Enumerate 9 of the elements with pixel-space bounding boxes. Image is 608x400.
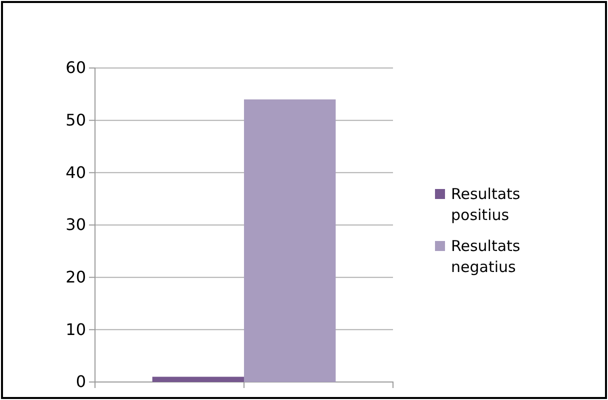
y-tick-label: 10 — [66, 320, 86, 339]
y-tick-label: 20 — [66, 267, 86, 286]
y-tick-label: 50 — [66, 110, 86, 130]
legend-label: Resultats negatius — [451, 237, 520, 276]
legend-label: Resultats positius — [451, 185, 520, 224]
y-tick-label: 30 — [66, 215, 86, 234]
y-tick-label: 0 — [76, 372, 86, 392]
y-tick-label: 40 — [66, 162, 86, 182]
y-tick-label: 60 — [66, 58, 86, 78]
